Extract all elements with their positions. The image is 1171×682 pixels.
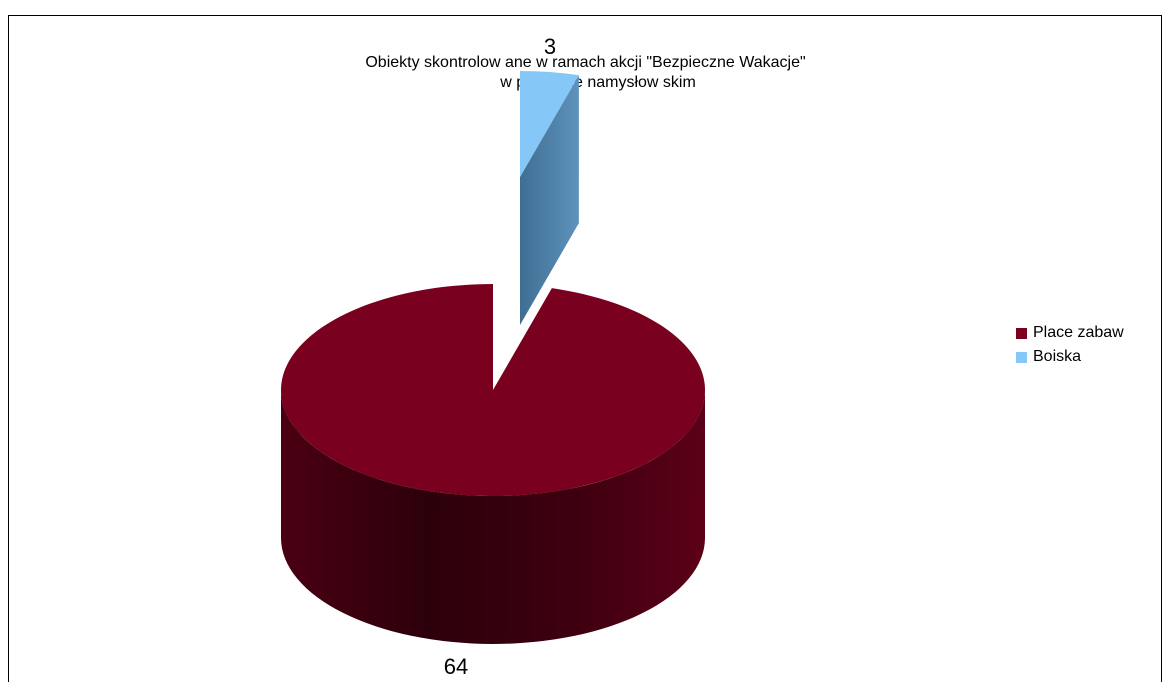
pie-slice-place-zabaw	[281, 284, 706, 496]
chart-title-line-1: Obiekty skontrolow ane w ramach akcji "B…	[365, 54, 806, 71]
legend-swatch-boiska	[1016, 351, 1027, 363]
legend-swatch-place-zabaw	[1016, 327, 1027, 339]
data-label-place-zabaw: 64	[444, 654, 468, 679]
pie-slice-boiska	[520, 71, 579, 177]
legend-label-place-zabaw: Place zabaw	[1033, 324, 1124, 341]
legend-item-boiska: Boiska	[1016, 345, 1124, 369]
legend-item-place-zabaw: Place zabaw	[1016, 321, 1124, 345]
pie-slice-place-zabaw-side	[281, 390, 705, 644]
legend-label-boiska: Boiska	[1033, 348, 1082, 365]
data-label-boiska: 3	[544, 34, 556, 59]
pie-slice-boiska-side	[520, 75, 579, 325]
legend: Place zabaw Boiska	[1016, 321, 1124, 369]
